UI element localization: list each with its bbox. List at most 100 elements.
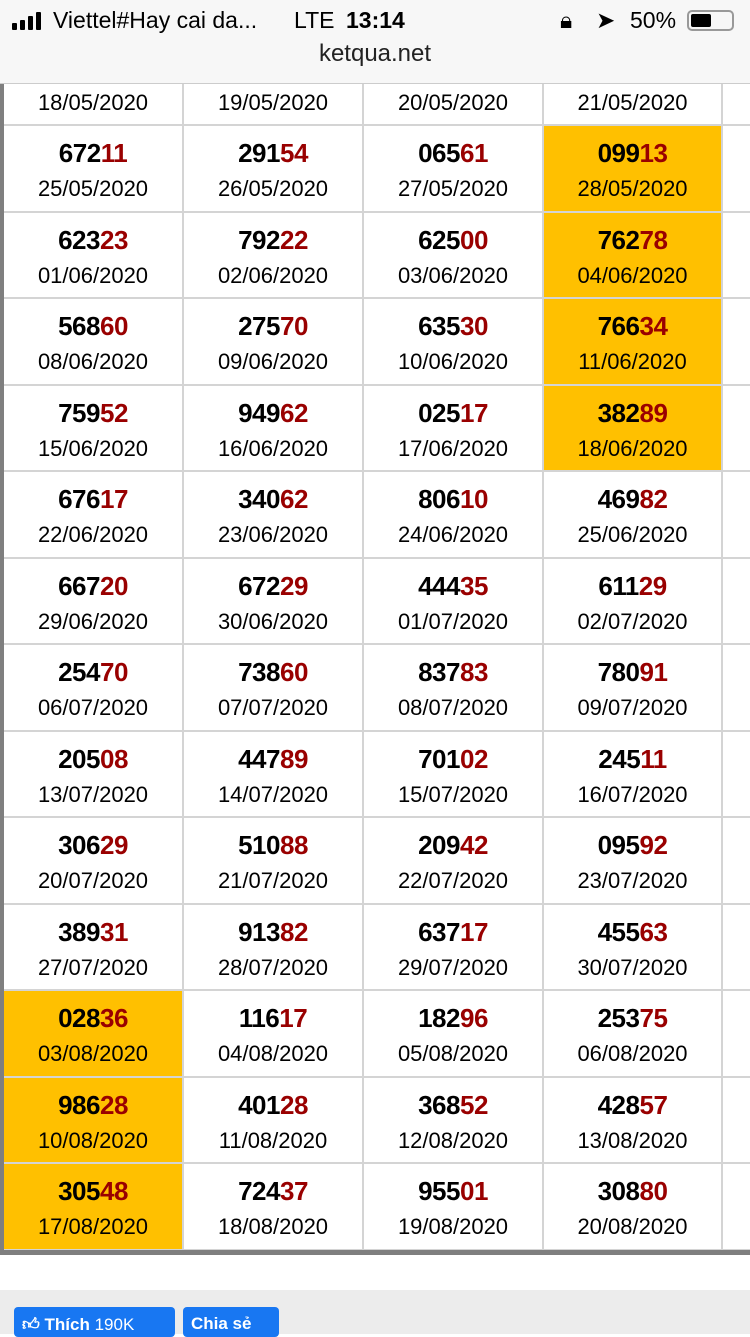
result-number: 91382	[184, 917, 362, 948]
draw-date: 02/06/2020	[217, 262, 329, 288]
draw-date: 24/06/2020	[397, 522, 509, 547]
table-cell: 70102 15/07/2020	[364, 731, 544, 818]
result-number: 11617	[184, 1003, 362, 1034]
number-head: 792	[238, 224, 280, 255]
table-cell: 18/05/2020	[4, 84, 184, 126]
result-number: 36852	[364, 1090, 542, 1121]
draw-date: 10/08/2020	[37, 1127, 149, 1153]
number-head: 724	[238, 1176, 280, 1206]
result-number: 72437	[184, 1176, 362, 1207]
number-tail: 20	[99, 570, 128, 601]
draw-date: 01/07/2020	[397, 608, 509, 634]
draw-date: 21/05/2020	[577, 90, 688, 115]
draw-date: 02/07/2020	[577, 608, 688, 634]
table-cell: 25375 06/08/2020	[544, 991, 723, 1078]
result-number: 29154	[184, 138, 362, 169]
number-head: 568	[58, 311, 100, 341]
number-head: 368	[418, 1089, 460, 1120]
number-head: 254	[58, 657, 100, 687]
number-head: 611	[598, 570, 639, 601]
draw-date: 09/06/2020	[217, 349, 329, 374]
number-head: 955	[418, 1176, 460, 1206]
number-tail: 36	[99, 1003, 128, 1033]
table-row: 02836 03/08/2020 11617 04/08/2020 18296 05/08…	[0, 991, 750, 1078]
table-cell: 11617 04/08/2020	[184, 991, 364, 1078]
number-head: 623	[58, 224, 100, 255]
table-cell	[723, 1164, 750, 1251]
like-button[interactable]: 👍︎ Thích 190K	[14, 1307, 175, 1337]
result-number: 73860	[184, 657, 362, 688]
table-cell	[723, 1078, 750, 1164]
number-head: 340	[238, 484, 280, 514]
table-row: 67211 25/05/2020 29154 26/05/2020 06561 27/05…	[0, 126, 750, 213]
draw-date: 14/07/2020	[217, 781, 329, 807]
share-button[interactable]: Chia sẻ	[183, 1307, 279, 1337]
result-number: 70102	[364, 744, 542, 775]
number-tail: 70	[279, 311, 308, 341]
number-tail: 00	[459, 224, 488, 255]
draw-date: 08/07/2020	[397, 695, 509, 720]
number-head: 913	[238, 916, 280, 947]
result-number: 38289	[544, 398, 721, 429]
number-tail: 29	[279, 570, 308, 601]
number-head: 676	[58, 484, 100, 514]
url-bar[interactable]: ketqua.net	[318, 40, 432, 67]
result-number: 25375	[544, 1003, 721, 1034]
draw-date: 09/07/2020	[577, 695, 688, 720]
table-cell: 36852 12/08/2020	[364, 1077, 544, 1164]
table-row: 30548 17/08/2020 72437 18/08/2020 95501 19/08…	[0, 1164, 750, 1251]
draw-date: 25/05/2020	[37, 176, 149, 201]
number-head: 738	[238, 657, 280, 687]
number-tail: 23	[99, 224, 128, 255]
result-number: 95501	[364, 1176, 542, 1207]
number-tail: 82	[279, 916, 308, 947]
draw-date: 17/06/2020	[397, 435, 509, 461]
draw-date: 19/05/2020	[217, 90, 329, 115]
number-tail: 60	[99, 311, 128, 341]
table-cell: 06561 27/05/2020	[364, 126, 544, 213]
draw-date: 11/08/2020	[218, 1127, 328, 1153]
number-head: 672	[238, 570, 280, 601]
number-tail: 89	[639, 397, 668, 428]
draw-date: 13/07/2020	[37, 781, 149, 807]
table-cell: 75952 15/06/2020	[4, 385, 184, 472]
number-tail: 22	[279, 224, 308, 255]
number-tail: 70	[99, 657, 128, 687]
draw-date: 30/07/2020	[577, 954, 688, 980]
draw-date: 15/06/2020	[37, 435, 149, 461]
result-number: 18296	[364, 1003, 542, 1034]
draw-date: 20/08/2020	[577, 1214, 688, 1239]
number-tail: 91	[639, 657, 668, 687]
number-head: 209	[418, 830, 460, 860]
number-head: 205	[58, 743, 100, 774]
table-row: 66720 29/06/2020 67229 30/06/2020 44435 01/07…	[0, 558, 750, 645]
result-number: 27570	[184, 311, 362, 342]
number-head: 245	[598, 743, 641, 774]
result-number: 61129	[544, 571, 721, 602]
number-head: 025	[418, 397, 460, 428]
number-head: 382	[597, 397, 640, 428]
number-tail: 02	[459, 743, 488, 774]
table-cell: 76634 11/06/2020	[544, 299, 723, 386]
draw-date: 13/08/2020	[577, 1127, 688, 1153]
number-tail: 17	[99, 484, 128, 514]
draw-date: 26/05/2020	[217, 176, 329, 201]
result-number: 20942	[364, 830, 542, 861]
result-number: 09913	[544, 138, 721, 169]
result-number: 44435	[364, 571, 542, 602]
draw-date: 03/06/2020	[397, 262, 509, 288]
thumbs-up-icon: 👍︎	[22, 1315, 40, 1334]
number-head: 428	[597, 1089, 640, 1120]
draw-date: 03/08/2020	[37, 1041, 149, 1066]
result-number: 46982	[544, 484, 721, 515]
table-cell: 02517 17/06/2020	[364, 385, 544, 472]
battery-percent: 50%	[630, 7, 677, 33]
table-cell: 02836 03/08/2020	[4, 991, 184, 1078]
number-head: 291	[238, 138, 280, 168]
number-tail: 17	[459, 916, 488, 947]
result-number: 30629	[4, 830, 182, 861]
table-cell: 63530 10/06/2020	[364, 299, 544, 386]
draw-date: 20/07/2020	[37, 868, 149, 893]
number-tail: 82	[639, 484, 668, 514]
table-cell: 19/05/2020	[184, 84, 364, 126]
